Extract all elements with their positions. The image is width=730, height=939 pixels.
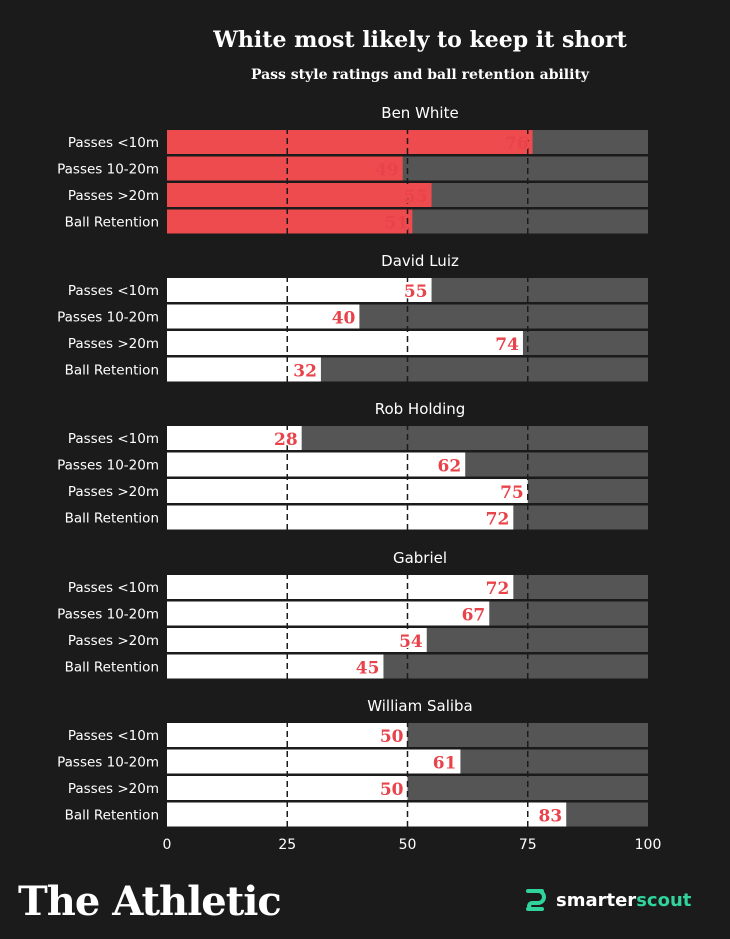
category-label: Passes >20m	[68, 633, 159, 649]
value-label: 76	[505, 134, 529, 154]
bar	[167, 156, 403, 181]
x-tick-label: 25	[278, 837, 296, 853]
category-label: Passes <10m	[68, 580, 159, 596]
value-label: 50	[380, 780, 404, 800]
player-name: David Luiz	[381, 252, 459, 270]
category-label: Passes <10m	[68, 135, 159, 151]
x-tick-label: 75	[519, 837, 537, 853]
category-label: Ball Retention	[65, 511, 159, 527]
category-label: Ball Retention	[65, 215, 159, 231]
x-tick-label: 100	[635, 837, 662, 853]
player-panel: Rob Holding Passes <10m Passes 10-20m Passe…	[57, 400, 648, 532]
bar	[167, 331, 523, 355]
bar	[167, 749, 461, 774]
value-label: 72	[486, 579, 510, 599]
bar	[167, 452, 466, 477]
x-tick-label: 0	[163, 837, 172, 853]
category-label: Passes 10-20m	[57, 607, 159, 623]
category-label: Passes 10-20m	[57, 755, 159, 771]
category-label: Ball Retention	[65, 363, 159, 379]
value-label: 67	[462, 606, 486, 626]
value-label: 55	[404, 187, 428, 207]
the-athletic-logo: The Athletic	[18, 878, 282, 925]
category-label: Passes 10-20m	[57, 458, 159, 474]
category-label: Passes <10m	[68, 728, 159, 744]
chart-subtitle: Pass style ratings and ball retention ab…	[251, 67, 590, 83]
bar	[167, 601, 490, 626]
value-label: 61	[433, 754, 457, 774]
bar	[167, 654, 384, 679]
smarterscout-logo-icon	[526, 889, 546, 911]
bar	[167, 479, 528, 503]
player-name: Ben White	[381, 104, 458, 122]
player-panels: Ben White Passes <10m Passes 10-20m Passes …	[57, 104, 648, 829]
value-label: 50	[380, 727, 404, 747]
bar	[167, 278, 432, 302]
value-label: 83	[539, 807, 563, 827]
bar	[167, 802, 567, 827]
category-label: Passes >20m	[68, 336, 159, 352]
smarterscout-prefix: smarter	[556, 889, 637, 911]
category-label: Ball Retention	[65, 808, 159, 824]
category-label: Passes 10-20m	[57, 310, 159, 326]
bar	[167, 183, 432, 207]
player-panel: William Saliba Passes <10m Passes 10-20m Pa…	[57, 697, 648, 829]
bar	[167, 575, 514, 599]
category-label: Passes >20m	[68, 484, 159, 500]
value-label: 55	[404, 282, 428, 302]
value-label: 74	[495, 335, 519, 355]
smarterscout-wordmark: smarterscout	[556, 890, 691, 911]
value-label: 45	[356, 659, 380, 679]
value-label: 51	[385, 214, 409, 234]
player-name: William Saliba	[367, 697, 473, 715]
category-label: Passes >20m	[68, 781, 159, 797]
category-label: Passes >20m	[68, 188, 159, 204]
value-label: 62	[438, 457, 462, 477]
value-label: 75	[500, 483, 524, 503]
player-panel: Gabriel Passes <10m Passes 10-20m Passes >2…	[57, 549, 648, 681]
player-name: Rob Holding	[375, 400, 466, 418]
value-label: 54	[399, 632, 423, 652]
x-axis: 0 25 50 75 100	[163, 837, 662, 853]
player-panel: Ben White Passes <10m Passes 10-20m Passes …	[57, 104, 648, 236]
x-tick-label: 50	[399, 837, 417, 853]
value-label: 28	[274, 430, 298, 450]
bar	[167, 357, 321, 382]
bar	[167, 426, 302, 450]
value-label: 49	[375, 161, 399, 181]
bar	[167, 130, 533, 154]
bar	[167, 304, 360, 329]
chart-title: White most likely to keep it short	[212, 27, 627, 53]
value-label: 40	[332, 309, 356, 329]
category-label: Passes <10m	[68, 283, 159, 299]
player-name: Gabriel	[393, 549, 447, 567]
bar	[167, 628, 427, 652]
bar	[167, 209, 413, 234]
value-label: 32	[293, 362, 317, 382]
value-label: 72	[486, 510, 510, 530]
player-panel: David Luiz Passes <10m Passes 10-20m Passes…	[57, 252, 648, 384]
smarterscout-logo: smarterscout	[520, 884, 691, 916]
category-label: Ball Retention	[65, 660, 159, 676]
bar	[167, 505, 514, 530]
category-label: Passes 10-20m	[57, 162, 159, 178]
category-label: Passes <10m	[68, 431, 159, 447]
smarterscout-suffix: scout	[636, 889, 692, 911]
